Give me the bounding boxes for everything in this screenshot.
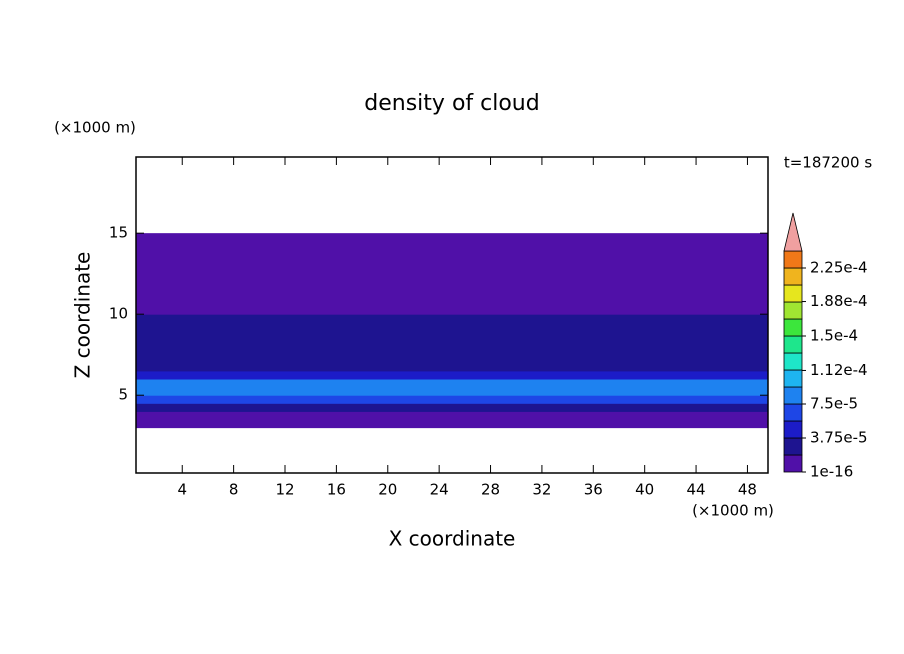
contour-band: [136, 322, 768, 331]
y-unit: (×1000 m): [54, 119, 136, 137]
colorbar-box: [783, 250, 803, 269]
x-axis-label: X coordinate: [389, 527, 516, 551]
colorbar-label: 1.5e-4: [810, 327, 858, 345]
x-unit: (×1000 m): [692, 502, 774, 520]
contour-band: [136, 257, 768, 267]
x-tick-label: 28: [481, 481, 500, 499]
contour-band: [136, 387, 768, 396]
contour-band: [136, 249, 768, 258]
contour-band: [136, 281, 768, 291]
colorbar-box: [783, 335, 803, 354]
contour-band: [136, 289, 768, 299]
y-tick-label: 5: [118, 386, 128, 404]
y-tick-label: 15: [109, 224, 128, 242]
colorbar-box: [783, 352, 803, 371]
x-tick-label: 36: [584, 481, 603, 499]
contour-band: [136, 411, 768, 421]
x-tick-label: 20: [378, 481, 397, 499]
contour-band: [136, 419, 768, 429]
contour-band: [136, 395, 768, 404]
colorbar-box: [783, 437, 803, 456]
contour-band: [136, 306, 768, 315]
chart-title: density of cloud: [364, 91, 539, 116]
plot-frame: [135, 156, 769, 474]
contour-band: [136, 403, 768, 412]
contour-band: [136, 314, 768, 323]
colorbar-box: [783, 301, 803, 320]
colorbar-box: [783, 318, 803, 337]
x-tick-label: 8: [229, 481, 239, 499]
time-label: t=187200 s: [784, 154, 872, 172]
colorbar-box: [783, 284, 803, 303]
colorbar-label: 3.75e-5: [810, 429, 868, 447]
contour-band: [136, 297, 768, 307]
colorbar-label: 1e-16: [810, 463, 853, 481]
contour-band: [136, 338, 768, 348]
contour-band: [136, 346, 768, 356]
contour-band: [136, 370, 768, 380]
x-tick-label: 48: [738, 481, 757, 499]
colorbar-box: [783, 386, 803, 405]
colorbar-label: 7.5e-5: [810, 395, 858, 413]
contour-band: [136, 354, 768, 364]
colorbar-label: 1.88e-4: [810, 292, 868, 310]
colorbar-box: [783, 420, 803, 439]
contour-band: [136, 233, 768, 242]
colorbar-box: [783, 403, 803, 422]
y-tick-label: 10: [109, 305, 128, 323]
contour-band: [136, 265, 768, 275]
contour-band: [136, 330, 768, 339]
y-axis-label: Z coordinate: [71, 252, 95, 379]
contour-band: [136, 362, 768, 372]
colorbar-label: 2.25e-4: [810, 259, 868, 277]
x-tick-label: 44: [687, 481, 706, 499]
x-tick-label: 24: [430, 481, 449, 499]
colorbar-box: [783, 454, 803, 473]
x-tick-label: 32: [532, 481, 551, 499]
contour-band: [136, 241, 768, 250]
colorbar-box: [783, 369, 803, 388]
x-tick-label: 16: [327, 481, 346, 499]
x-tick-label: 4: [177, 481, 187, 499]
x-tick-label: 12: [275, 481, 294, 499]
x-tick-label: 40: [635, 481, 654, 499]
colorbar-label: 1.12e-4: [810, 361, 868, 379]
contour-band: [136, 273, 768, 283]
contour-band: [136, 379, 768, 388]
colorbar-overflow: [783, 212, 803, 252]
colorbar-box: [783, 267, 803, 286]
